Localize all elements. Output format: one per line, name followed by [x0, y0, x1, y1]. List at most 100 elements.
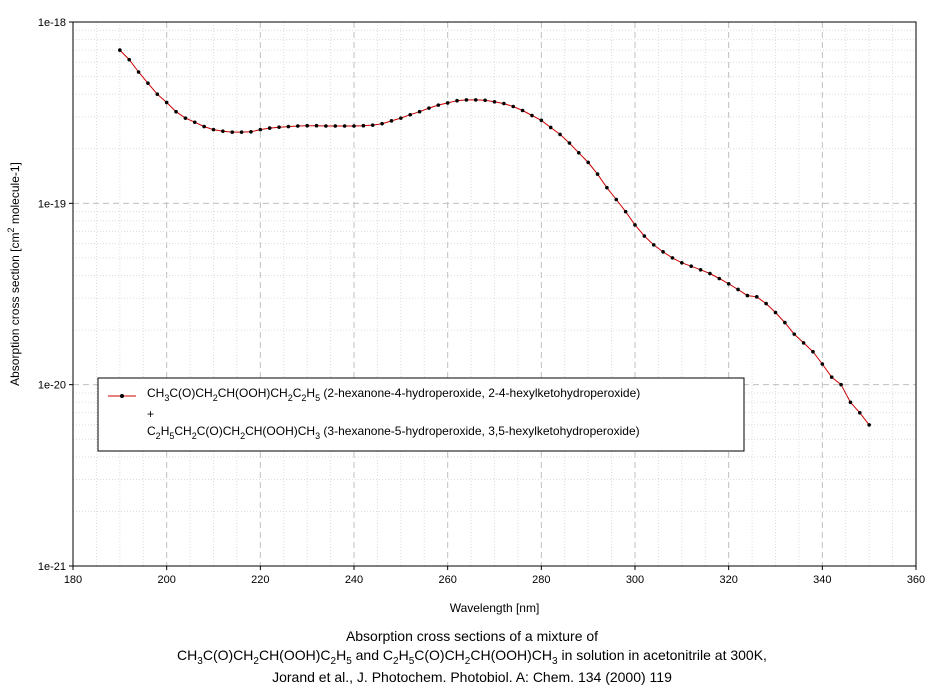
- text-run: CH: [177, 647, 198, 663]
- data-point: [614, 197, 619, 202]
- data-point: [361, 123, 366, 128]
- data-point: [118, 48, 122, 52]
- data-point: [305, 123, 309, 128]
- text-run: in solution in acetonitrile at 300K,: [557, 647, 767, 663]
- caption-line-2: CH3C(O)CH2CH(OOH)C2H5 and C2H5C(O)CH2CH(…: [0, 647, 944, 667]
- data-point: [342, 124, 347, 128]
- text-run: C: [147, 424, 156, 438]
- y-axis-title-rest: molecule-1]: [8, 162, 22, 227]
- x-tick-label: 300: [626, 574, 644, 586]
- grid: [73, 22, 916, 566]
- data-point: [221, 129, 225, 133]
- data-point: [605, 185, 609, 190]
- caption-line-3: Jorand et al., J. Photochem. Photobiol. …: [272, 669, 672, 685]
- subscript: 5: [169, 431, 174, 441]
- data-point: [633, 223, 637, 227]
- data-point: [829, 375, 834, 379]
- data-point: [127, 57, 131, 62]
- subscript: 2: [253, 655, 259, 667]
- data-point: [736, 287, 740, 292]
- data-point: [324, 124, 328, 128]
- text-run: CH(OOH)CH: [218, 386, 288, 400]
- data-point: [370, 123, 375, 127]
- y-tick-label: 1e-18: [38, 17, 66, 29]
- subscript: 5: [346, 655, 352, 667]
- data-point: [717, 276, 722, 281]
- data-point: [155, 92, 160, 96]
- data-point: [764, 301, 768, 306]
- data-point: [558, 132, 562, 137]
- data-point: [277, 125, 281, 129]
- text-run: (3-hexanone-5-hydroperoxide, 3,5-hexylke…: [320, 424, 640, 438]
- data-point: [867, 423, 871, 427]
- data-point: [164, 100, 169, 105]
- data-point: [792, 332, 797, 336]
- text-run: H: [398, 647, 409, 663]
- data-point: [136, 70, 141, 74]
- chart: 180 200 220 240 260 280 300 320 340 360 1e-21 1e-20…: [6, 17, 925, 615]
- data-point: [286, 124, 291, 129]
- data-point: [708, 271, 712, 276]
- data-point: [389, 119, 394, 123]
- data-point: [483, 98, 487, 103]
- text-run: CH: [147, 386, 164, 400]
- data-point: [211, 127, 216, 132]
- subscript: 3: [552, 655, 558, 667]
- text-run: CH(OOH)C: [258, 647, 331, 663]
- data-point: [314, 123, 319, 128]
- text-run: C: [293, 386, 302, 400]
- text-run: H: [306, 386, 315, 400]
- data-point: [773, 310, 778, 315]
- x-tick-label: 340: [813, 574, 831, 586]
- data-point: [417, 109, 422, 114]
- data-point: [858, 410, 862, 415]
- x-tick-label: 360: [907, 574, 925, 586]
- data-point: [670, 256, 675, 260]
- data-point: [249, 130, 253, 134]
- data-point: [296, 124, 300, 128]
- x-tick-label: 200: [157, 574, 175, 586]
- data-point: [548, 125, 553, 130]
- text-run: C(O)CH: [169, 386, 212, 400]
- data-point: [520, 108, 525, 113]
- subscript: 3: [197, 655, 203, 667]
- legend: CH3C(O)CH2CH(OOH)CH2C2H5 (2-hexanone-4-h…: [97, 377, 745, 452]
- data-point: [848, 400, 853, 405]
- data-point: [820, 362, 825, 366]
- data-point: [258, 127, 263, 132]
- data-point: [661, 250, 665, 254]
- x-axis-title: Wavelength [nm]: [450, 601, 540, 615]
- x-tick-label: 240: [345, 574, 363, 586]
- text-run: and C: [351, 647, 393, 663]
- data-point: [352, 124, 356, 128]
- data-point: [754, 295, 759, 299]
- y-axis-title-sup: 2: [6, 227, 16, 232]
- legend-entry-plus: +: [147, 407, 154, 421]
- text-run: H: [161, 424, 170, 438]
- x-tick-label: 280: [532, 574, 550, 586]
- data-point: [492, 100, 497, 104]
- data-point: [380, 121, 384, 126]
- y-axis-title: Absorption cross section [cm2 molecule-1…: [6, 162, 22, 386]
- data-point: [651, 243, 656, 247]
- caption-line-1: Absorption cross sections of a mixture o…: [345, 628, 599, 644]
- subscript: 2: [156, 431, 161, 441]
- data-point: [427, 106, 431, 110]
- subscript: 5: [408, 655, 415, 667]
- plot-area-frame: [72, 21, 917, 567]
- data-point: [577, 150, 581, 155]
- data-point: [642, 234, 647, 238]
- data-point: [511, 104, 516, 109]
- text-run: (2-hexanone-4-hydroperoxide, 2-4-hexylke…: [320, 386, 640, 400]
- data-point: [595, 172, 600, 176]
- x-tick-label: 180: [64, 574, 82, 586]
- data-point: [680, 260, 684, 265]
- data-point: [567, 141, 572, 145]
- data-point: [399, 116, 403, 120]
- data-point: [445, 101, 450, 105]
- x-tick-label: 260: [438, 574, 456, 586]
- subscript: 2: [464, 655, 471, 667]
- data-point: [530, 113, 534, 118]
- subscript: 2: [192, 431, 197, 441]
- data-point: [689, 264, 693, 269]
